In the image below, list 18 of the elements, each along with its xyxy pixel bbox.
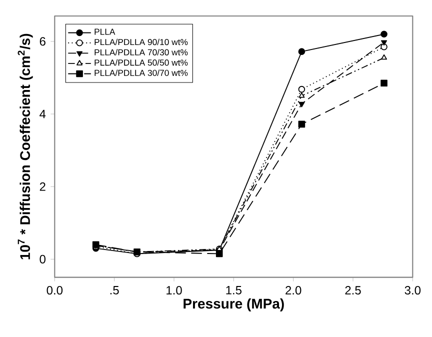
legend-label: PLLA/PDLLA 30/70 wt%: [94, 70, 188, 76]
y-tick-label: 6: [40, 37, 46, 46]
x-tick-label: 2.5: [345, 286, 361, 295]
y-tick-label: 4: [40, 110, 46, 118]
x-tick-label: .5: [110, 286, 119, 294]
legend-label: PLLA: [94, 28, 116, 35]
x-tick-label: 1.0: [166, 286, 182, 295]
x-tick-label: 3.0: [404, 286, 421, 295]
y-axis-title: 10$^{7}$ * Diffusion Coeffecient (cm$^{2}$/s): [18, 34, 33, 260]
legend-label: PLLA/PDLLA 90/10 wt%: [94, 38, 188, 46]
legend-label: PLLA/PDLLA 70/30 wt%: [94, 49, 188, 56]
y-tick-label: 0: [40, 254, 46, 264]
x-tick-label: 1.5: [226, 286, 242, 294]
x-axis-title: Pressure (MPa): [184, 298, 284, 312]
x-tick-label: 2.0: [286, 286, 302, 295]
x-tick-label: 0.0: [46, 286, 63, 295]
legend-label: PLLA/PDLLA 50/50 wt%: [94, 59, 188, 66]
y-tick-label: 2: [40, 182, 46, 191]
